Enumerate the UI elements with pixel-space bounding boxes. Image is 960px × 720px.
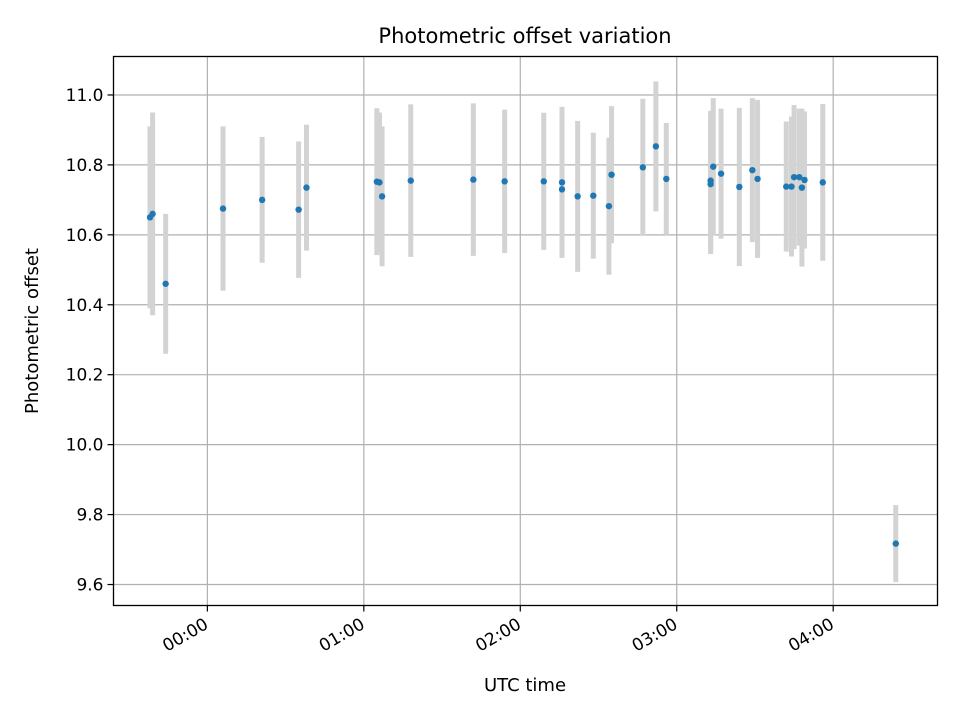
data-point	[376, 179, 383, 186]
data-point	[801, 176, 808, 184]
data-point	[605, 202, 613, 210]
y-tick-label: 10.6	[66, 226, 104, 246]
data-point	[590, 192, 597, 199]
data-point	[790, 173, 798, 181]
data-point	[788, 183, 795, 190]
data-point	[501, 178, 508, 185]
data-point	[558, 179, 566, 186]
y-tick-label: 10.0	[66, 436, 104, 456]
y-axis-label: Photometric offset	[22, 248, 43, 414]
data-point	[639, 164, 647, 171]
chart-title: Photometric offset variation	[378, 24, 671, 48]
data-point	[754, 175, 761, 183]
data-point	[378, 193, 386, 200]
data-point	[407, 177, 414, 184]
data-point	[162, 280, 169, 287]
plot-frame	[112, 55, 939, 607]
y-tick-label: 9.8	[76, 506, 103, 526]
y-tick-label: 11.0	[66, 86, 104, 106]
data-point	[710, 163, 717, 170]
data-point	[652, 143, 660, 150]
data-point	[608, 171, 615, 178]
data-point	[295, 206, 302, 213]
grid	[113, 56, 938, 606]
data-point	[798, 184, 806, 191]
data-point	[736, 183, 743, 191]
data-points	[146, 143, 899, 547]
data-point	[149, 210, 156, 218]
data-point	[470, 176, 477, 183]
data-point	[717, 170, 725, 177]
data-point	[219, 205, 227, 212]
data-point	[749, 166, 756, 174]
data-point	[574, 193, 581, 200]
data-point	[819, 179, 826, 186]
y-tick-label: 10.8	[66, 156, 104, 176]
y-tick-label: 10.2	[66, 366, 104, 386]
data-point	[783, 183, 790, 190]
data-point	[663, 175, 670, 183]
data-point	[258, 196, 266, 204]
data-point	[558, 186, 566, 193]
y-tick-label: 9.6	[76, 576, 103, 596]
data-point	[796, 173, 803, 181]
data-point	[303, 184, 310, 191]
data-point	[892, 540, 899, 547]
data-point	[540, 178, 547, 185]
y-tick-label: 10.4	[66, 296, 104, 316]
x-axis-label: UTC time	[484, 675, 566, 696]
data-point	[707, 177, 714, 184]
